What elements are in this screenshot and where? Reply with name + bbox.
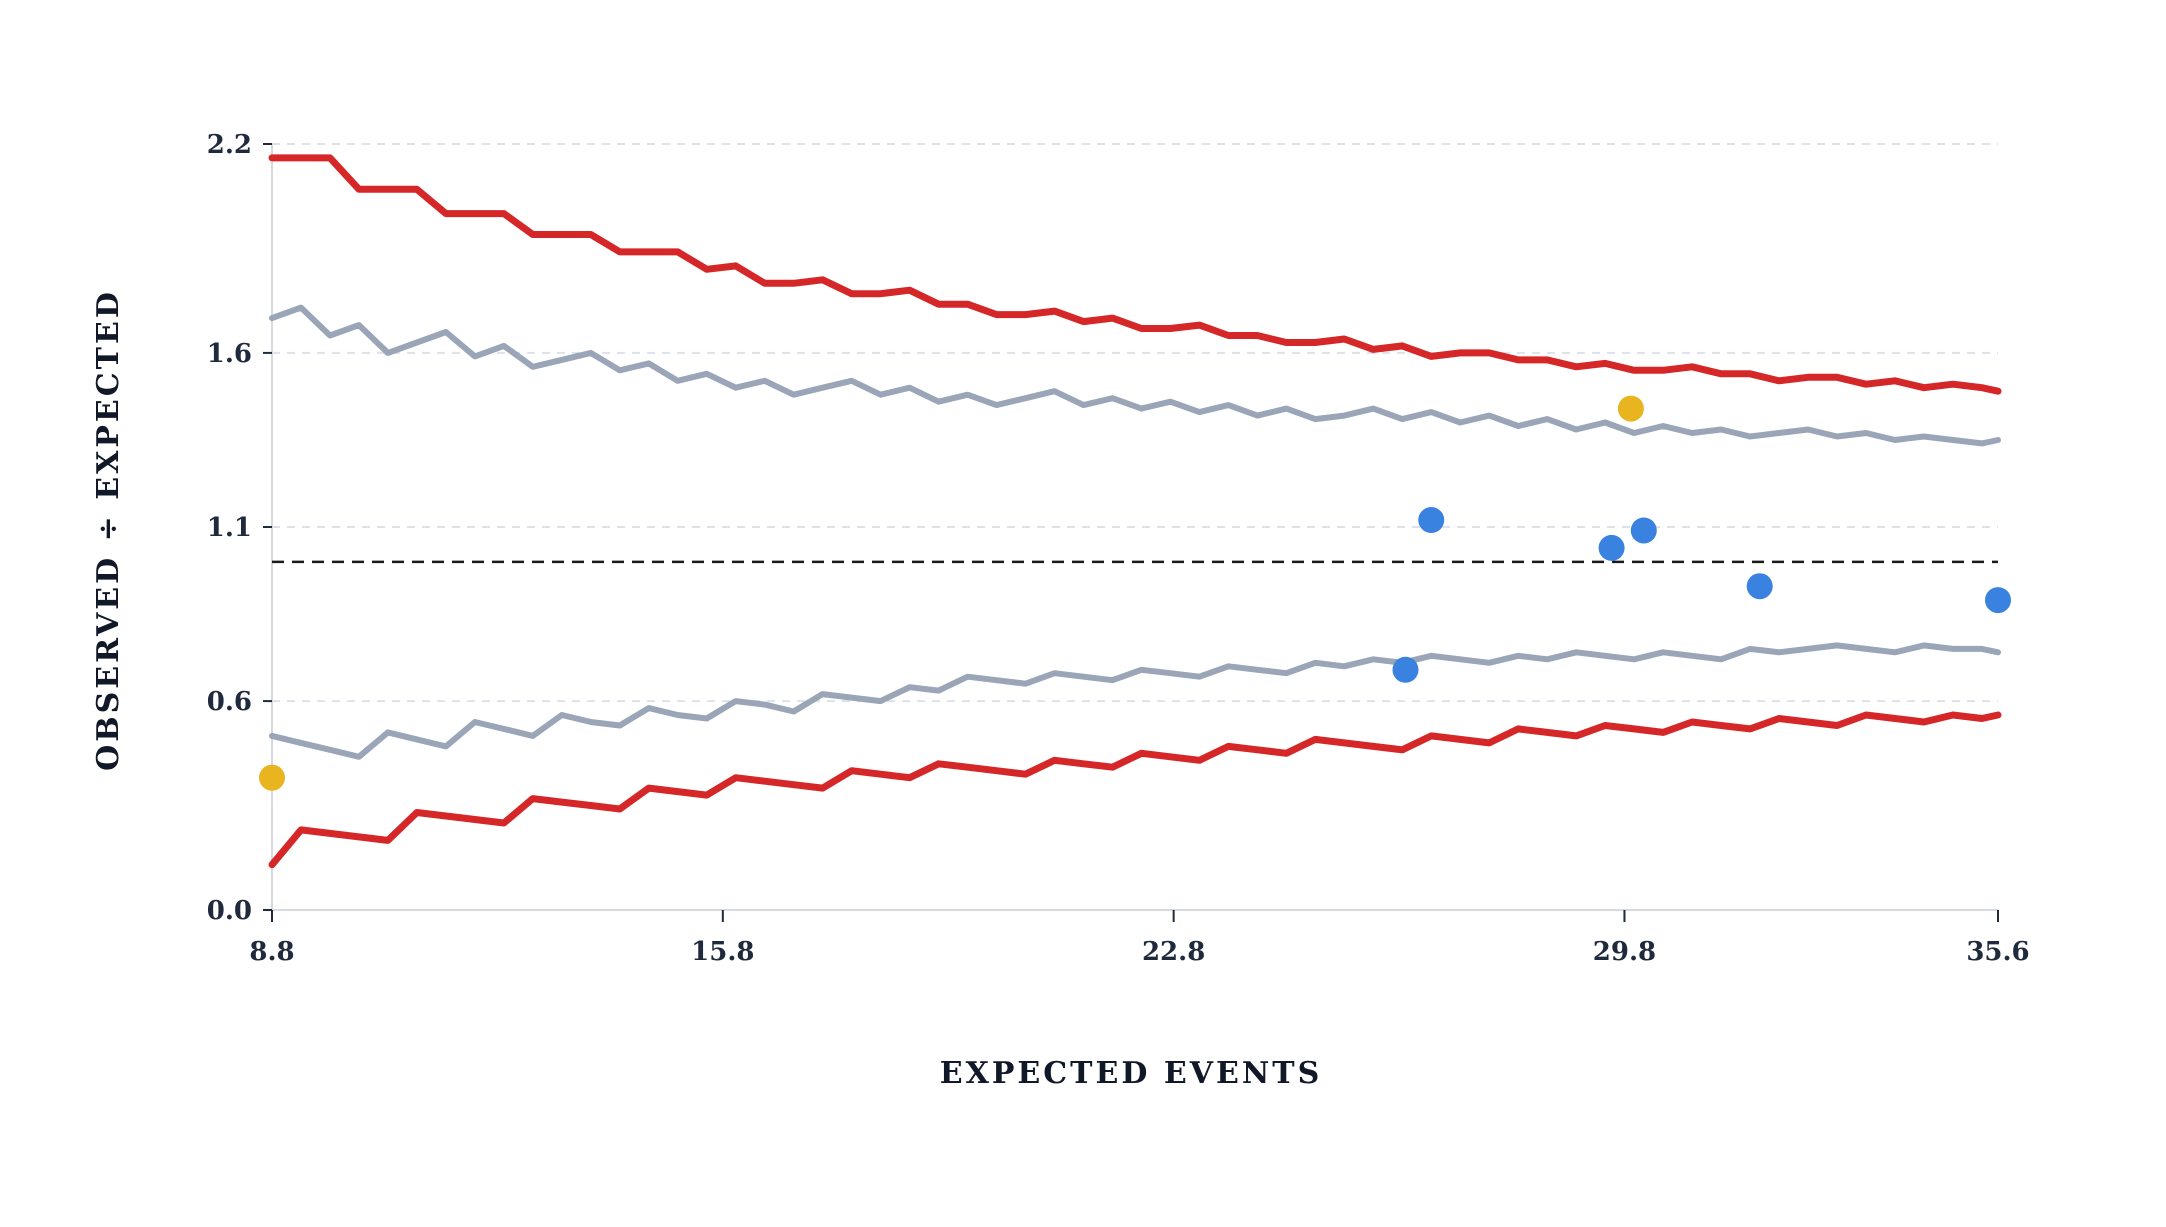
data-point-7 bbox=[1392, 656, 1419, 683]
data-point-2 bbox=[1418, 507, 1445, 534]
data-point-1 bbox=[1617, 395, 1644, 422]
y-tick-label-1: 0.6 bbox=[207, 687, 252, 717]
data-point-0 bbox=[259, 764, 285, 791]
data-point-5 bbox=[1746, 573, 1773, 600]
tick-labels: 0.0 0.6 1.1 1.6 2.2 8.8 15.8 22.8 29.8 35.6 bbox=[207, 130, 2030, 967]
series-line-outer-upper-limit bbox=[268, 154, 2002, 395]
series-line-inner-upper-limit bbox=[269, 304, 2001, 447]
x-tick-label-0: 8.8 bbox=[249, 937, 294, 967]
series-line-inner-lower-limit bbox=[269, 642, 2001, 760]
gridlines bbox=[272, 143, 1998, 703]
data-point-6 bbox=[1985, 587, 2011, 614]
series-line-outer-lower-limit bbox=[268, 711, 2002, 869]
x-axis-title: EXPECTED EVENTS bbox=[940, 1056, 1323, 1091]
y-tick-label-2: 1.1 bbox=[207, 513, 252, 543]
series-layer bbox=[268, 154, 2002, 869]
x-tick-label-4: 35.6 bbox=[1966, 937, 2029, 967]
y-tick-label-4: 2.2 bbox=[207, 130, 252, 160]
y-axis-title: OBSERVED ÷ EXPECTED bbox=[91, 289, 126, 771]
y-tick-label-3: 1.6 bbox=[207, 339, 252, 369]
x-tick-label-2: 22.8 bbox=[1142, 937, 1205, 967]
data-point-4 bbox=[1630, 517, 1657, 544]
x-tick-label-1: 15.8 bbox=[691, 937, 754, 967]
x-tick-label-3: 29.8 bbox=[1593, 937, 1656, 967]
y-tick-label-0: 0.0 bbox=[207, 896, 252, 926]
data-point-3 bbox=[1598, 534, 1625, 561]
points-layer bbox=[259, 395, 2011, 791]
